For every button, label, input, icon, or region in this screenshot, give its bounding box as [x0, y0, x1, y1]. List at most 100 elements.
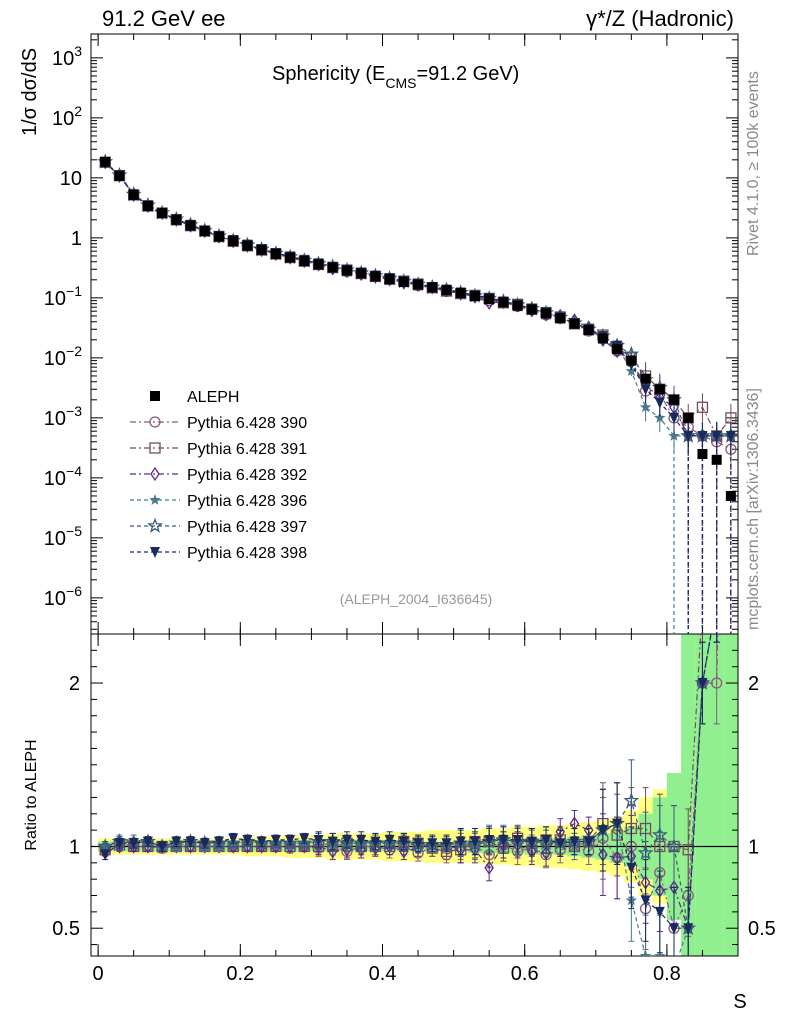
- data-point: [498, 297, 509, 308]
- data-point: [285, 252, 296, 263]
- legend-marker: [149, 494, 161, 505]
- ratio-point: [100, 849, 111, 861]
- ratio-point: [142, 836, 153, 848]
- ratio-point: [654, 906, 665, 918]
- ratio-point: [398, 836, 409, 848]
- x-tick-label: 0.4: [369, 963, 397, 985]
- ratio-point: [97, 838, 114, 854]
- y-tick-mantissa: 10: [52, 108, 74, 130]
- y-tick-mantissa: 1: [71, 228, 82, 250]
- y-tick-mantissa: 10: [44, 348, 66, 370]
- legend-marker: [149, 416, 161, 428]
- data-point: [654, 411, 666, 423]
- data-point: [555, 313, 566, 324]
- data-point: [612, 344, 623, 355]
- ratio-point: [296, 834, 313, 851]
- y-tick-exponent: −2: [66, 343, 82, 359]
- chart-annotation: (ALEPH_2004_I636645): [340, 591, 493, 607]
- y-tick-label: 10−1: [44, 283, 82, 310]
- chart-title: Sphericity (ECMS=91.2 GeV): [272, 63, 519, 91]
- data-point: [270, 248, 281, 259]
- ratio-point: [285, 834, 296, 846]
- ratio-point: [639, 950, 652, 956]
- header-left: 91.2 GeV ee: [102, 6, 226, 31]
- y-tick-label: 103: [52, 43, 82, 70]
- ratio-point: [225, 834, 242, 851]
- ratio-point: [313, 834, 324, 846]
- data-point: [128, 189, 139, 200]
- ratio-point: [441, 838, 452, 850]
- ratio-point: [498, 834, 509, 846]
- legend-label: Pythia 6.428 396: [187, 493, 307, 510]
- data-point: [370, 271, 381, 282]
- data-point: [725, 430, 736, 442]
- ratio-point: [526, 836, 537, 848]
- ratio-point: [213, 836, 224, 848]
- ratio-point: [242, 834, 253, 846]
- y-tick-exponent: 3: [74, 43, 82, 59]
- ratio-point: [626, 862, 637, 874]
- data-point: [696, 401, 709, 413]
- data-point: [441, 285, 452, 296]
- y-tick-mantissa: 10: [60, 168, 82, 190]
- data-point: [413, 279, 424, 290]
- ratio-series-line: [104, 634, 712, 956]
- ratio-point: [711, 677, 723, 689]
- ratio-point: [726, 24, 736, 34]
- ratio-point: [484, 860, 494, 875]
- y-tick-label: 10−5: [44, 523, 82, 550]
- data-point: [654, 397, 665, 409]
- chart-title-sub: CMS: [385, 75, 416, 91]
- data-point: [526, 304, 537, 315]
- data-point: [313, 259, 324, 270]
- data-point: [455, 288, 466, 299]
- data-point: [697, 430, 708, 442]
- data-point: [669, 412, 680, 424]
- ratio-point: [637, 844, 654, 860]
- y-tick-exponent: 2: [74, 103, 82, 119]
- ratio-point: [669, 923, 680, 935]
- x-tick-label: 0.8: [653, 963, 681, 985]
- ratio-point: [299, 833, 310, 845]
- ratio-series-line: [105, 634, 712, 929]
- ratio-point: [484, 834, 495, 846]
- header-right: γ*/Z (Hadronic): [586, 6, 734, 31]
- ratio-point: [384, 834, 395, 846]
- ratio-point: [569, 836, 580, 848]
- y-tick-exponent: −5: [66, 523, 82, 539]
- ratio-point: [651, 826, 668, 842]
- data-point: [171, 214, 182, 225]
- ratio-point: [527, 844, 537, 859]
- data-point: [683, 430, 694, 442]
- ratio-point: [583, 836, 594, 848]
- ratio-point: [185, 836, 196, 848]
- data-point: [427, 282, 438, 293]
- y-tick-label: 1: [71, 228, 82, 250]
- ratio-point: [413, 838, 424, 850]
- y-tick-exponent: −1: [66, 283, 82, 299]
- data-point: [228, 236, 239, 247]
- data-point: [157, 207, 168, 218]
- legend-label: Pythia 6.428 390: [187, 415, 307, 432]
- ratio-series-line: [105, 634, 712, 929]
- data-point: [654, 384, 665, 395]
- ratio-point: [267, 834, 284, 851]
- data-point: [640, 373, 651, 384]
- legend-label: Pythia 6.428 397: [187, 519, 307, 536]
- legend-marker: [147, 517, 163, 533]
- ratio-point: [623, 792, 640, 808]
- ratio-bands: [98, 634, 739, 956]
- legend-label: Pythia 6.428 398: [187, 545, 307, 562]
- y-tick-mantissa: 10: [44, 588, 66, 610]
- ratio-frame: [90, 633, 739, 957]
- ratio-point: [541, 845, 551, 861]
- x-axis-label: S: [733, 991, 746, 1013]
- y-tick-exponent: −3: [66, 403, 82, 419]
- ratio-y-tick-label: 2: [69, 673, 80, 695]
- chart-title-main: Sphericity (E: [272, 63, 385, 85]
- ratio-y-tick-label: 1: [69, 836, 80, 858]
- y-tick-exponent: −4: [66, 463, 82, 479]
- x-tick-label: 0.2: [226, 963, 254, 985]
- legend-marker: [149, 442, 161, 454]
